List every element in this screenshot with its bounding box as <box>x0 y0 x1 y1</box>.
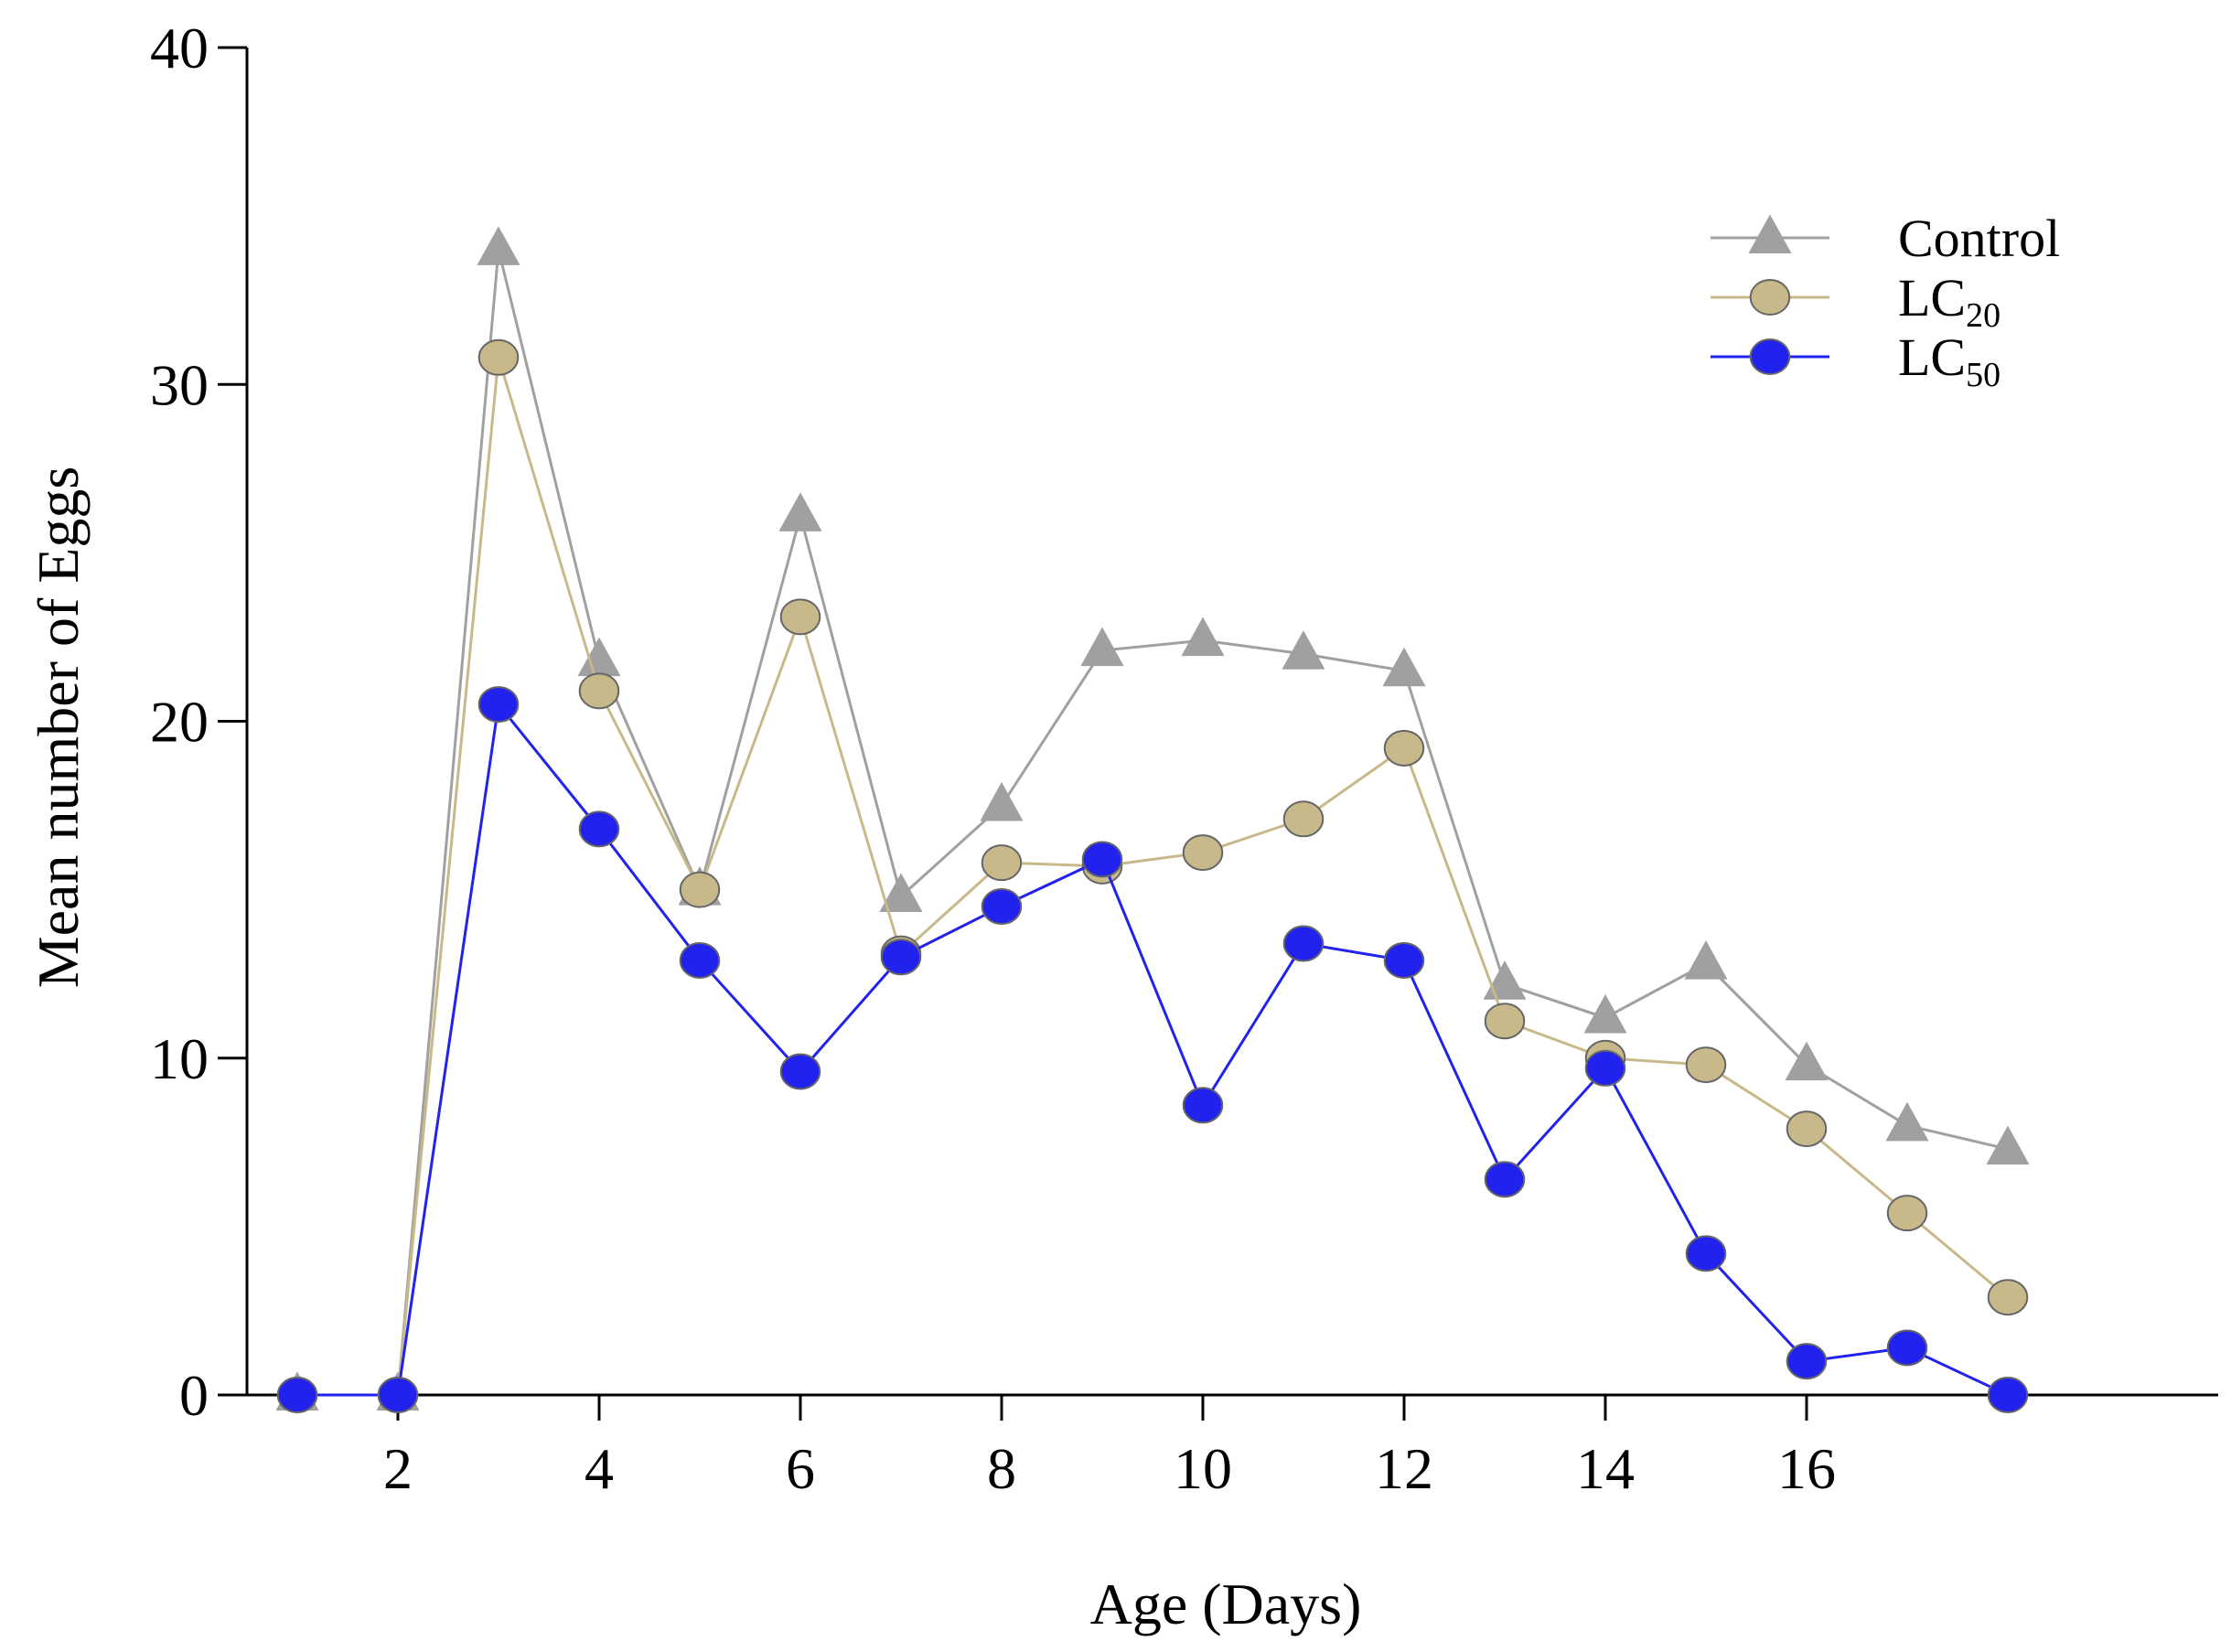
x-axis-title: Age (Days) <box>1090 1572 1362 1636</box>
data-point-lc50 <box>377 1377 419 1413</box>
legend-item-control: Control <box>1711 209 2060 268</box>
legend-item-lc50: LC50 <box>1711 327 2000 394</box>
legend-marker <box>1749 338 1791 375</box>
y-tick-label: 20 <box>150 690 209 755</box>
data-point-lc50 <box>1886 1329 1928 1367</box>
data-point-lc20 <box>1282 800 1325 838</box>
data-point-control <box>1785 1041 1829 1081</box>
data-point-lc50 <box>1383 941 1425 979</box>
x-tick-label: 8 <box>987 1436 1016 1501</box>
data-point-control <box>778 492 822 531</box>
data-point-lc50 <box>276 1377 318 1413</box>
data-point-control <box>879 873 923 912</box>
data-point-lc50 <box>880 939 922 976</box>
data-point-lc50 <box>578 810 620 848</box>
series-control <box>275 226 2030 1411</box>
data-point-control <box>1181 617 1225 657</box>
data-point-lc20 <box>1383 729 1425 767</box>
data-point-lc50 <box>1081 841 1123 878</box>
x-tick-label: 4 <box>585 1436 614 1501</box>
data-point-lc20 <box>578 672 620 710</box>
legend-label: Control <box>1898 209 2060 268</box>
y-tick-label: 0 <box>179 1363 209 1428</box>
data-point-lc20 <box>1886 1195 1928 1232</box>
data-point-lc50 <box>1685 1235 1727 1272</box>
data-point-lc50 <box>1182 1087 1224 1124</box>
data-point-lc50 <box>477 686 520 724</box>
data-point-lc20 <box>981 844 1023 882</box>
data-point-control <box>1986 1125 2030 1165</box>
data-point-lc20 <box>1987 1279 2029 1316</box>
data-point-lc50 <box>1987 1377 2029 1413</box>
x-tick-label: 16 <box>1777 1436 1836 1501</box>
data-point-control <box>1885 1101 1929 1142</box>
data-point-lc20 <box>679 871 721 908</box>
series-lc20 <box>276 338 2029 1413</box>
data-point-lc20 <box>1182 834 1224 872</box>
axes: 0 10 20 30 40 2 4 6 8 10 12 14 16 <box>150 16 2218 1501</box>
y-tick-label: 10 <box>150 1026 209 1091</box>
data-point-control <box>1282 630 1325 670</box>
x-tick-label: 10 <box>1174 1436 1232 1501</box>
data-point-control <box>1382 647 1426 687</box>
data-point-control <box>1080 627 1124 667</box>
data-point-control <box>477 226 520 265</box>
data-point-control <box>1583 993 1627 1034</box>
x-tick-label: 12 <box>1375 1436 1433 1501</box>
data-point-lc20 <box>779 598 821 636</box>
data-point-control <box>980 781 1024 821</box>
data-point-lc50 <box>981 888 1023 926</box>
data-point-lc50 <box>1282 925 1325 962</box>
series-line-lc20 <box>297 357 2009 1397</box>
y-tick-label: 30 <box>150 352 209 417</box>
series-layer <box>275 226 2030 1413</box>
data-point-control <box>1483 960 1527 1000</box>
data-point-lc50 <box>779 1053 821 1090</box>
x-tick-label: 14 <box>1576 1436 1635 1501</box>
data-point-lc20 <box>1484 1003 1526 1040</box>
x-tick-label: 6 <box>786 1436 815 1501</box>
legend-label: LC50 <box>1898 327 2000 394</box>
legend-marker <box>1749 279 1791 316</box>
data-point-lc20 <box>1786 1110 1828 1148</box>
y-tick-label: 40 <box>150 16 209 80</box>
data-point-control <box>1684 940 1728 980</box>
data-point-lc50 <box>1584 1049 1626 1087</box>
y-axis-title: Mean number of Eggs <box>26 467 91 989</box>
legend-marker <box>1748 214 1792 253</box>
legend-label: LC20 <box>1898 268 2000 335</box>
series-line-control <box>297 249 2009 1397</box>
x-tick-label: 2 <box>383 1436 413 1501</box>
data-point-lc50 <box>679 941 721 979</box>
data-point-lc20 <box>1685 1046 1727 1084</box>
series-line-lc50 <box>297 701 2009 1397</box>
data-point-lc20 <box>477 338 520 376</box>
series-lc50 <box>276 686 2029 1413</box>
data-point-lc50 <box>1786 1343 1828 1380</box>
data-point-lc50 <box>1484 1161 1526 1198</box>
legend-item-lc20: LC20 <box>1711 268 2000 335</box>
